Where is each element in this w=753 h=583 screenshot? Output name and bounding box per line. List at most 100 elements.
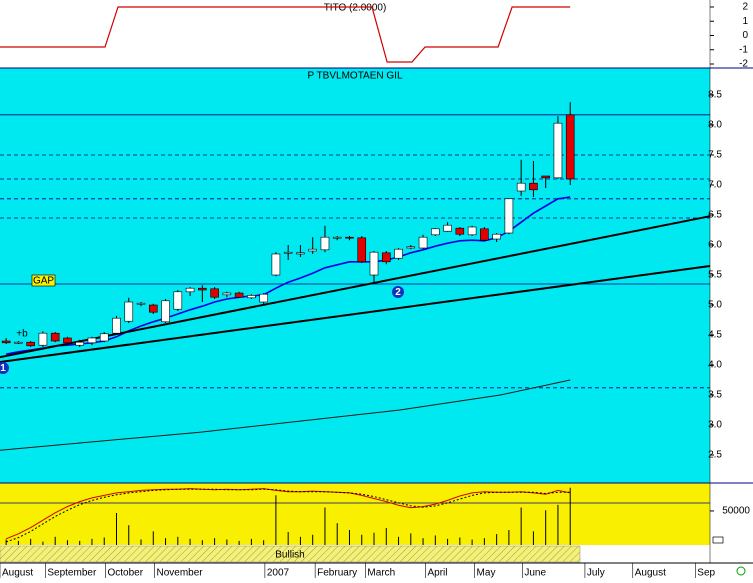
candle-body: [467, 226, 477, 236]
candle-body: [504, 198, 514, 234]
x-tick-label: August: [635, 568, 666, 578]
x-tick-label: September: [47, 568, 97, 578]
oscillator-line: [5, 488, 571, 540]
band-label: Bullish: [275, 550, 304, 561]
y-tick-label: 7.0: [708, 180, 722, 191]
volume-panel: [0, 483, 710, 545]
y-tick-label: 5.5: [708, 270, 722, 281]
candle-body: [553, 122, 563, 179]
y-tick-label: 3.0: [708, 420, 722, 431]
candle-body: [541, 175, 550, 179]
chart-title: P TBVLMOTAEN GIL: [307, 71, 402, 82]
candle-body: [210, 288, 219, 298]
y-tick-label: 6.5: [708, 210, 722, 221]
x-tick-label: March: [367, 568, 395, 578]
candle-body: [406, 246, 416, 249]
candle-body: [516, 182, 526, 192]
y-tick-label: -1: [739, 44, 748, 55]
y-tick-label: 6.0: [708, 240, 722, 251]
y-tick-label: 4.5: [708, 330, 722, 341]
candle-body: [443, 224, 452, 232]
x-tick-label: February: [317, 568, 357, 578]
x-tick-label: October: [107, 568, 143, 578]
candle-body: [161, 300, 170, 323]
candle-body: [1, 340, 11, 344]
candle-body: [112, 317, 121, 334]
status-icon: [736, 566, 746, 576]
oscillator-line: [5, 488, 571, 543]
y-tick-label: 0: [742, 30, 748, 41]
candle-body: [320, 236, 330, 251]
x-tick-label: November: [157, 568, 204, 578]
candle-body: [565, 114, 575, 180]
candle-body: [369, 251, 379, 276]
candle-body: [63, 337, 72, 344]
y-tick-label: 2.5: [708, 450, 722, 461]
scroll-icon[interactable]: [712, 536, 724, 544]
x-tick-label: July: [587, 568, 605, 578]
gap-box: [31, 274, 56, 287]
candle-body: [394, 248, 403, 259]
candle-body: [148, 304, 158, 313]
candle-body: [345, 236, 354, 239]
candle-body: [234, 292, 244, 298]
marker-circle: [392, 286, 404, 298]
indicator-line: [0, 6, 571, 63]
candle-body: [455, 227, 465, 235]
x-tick-label: June: [524, 568, 546, 578]
candle-body: [247, 295, 256, 299]
annotation: 1: [0, 363, 6, 374]
candle-body: [136, 302, 146, 305]
trend-line: [0, 379, 571, 451]
y-tick-label: 7.5: [708, 150, 722, 161]
price-panel: [0, 68, 710, 483]
marker-circle: [0, 362, 9, 374]
candle-body: [492, 233, 501, 240]
candle-body: [26, 341, 35, 347]
candle-body: [198, 287, 207, 291]
candle-body: [50, 332, 60, 342]
y-tick-label: 5.0: [708, 300, 722, 311]
candle-body: [222, 292, 232, 296]
y-tick-label: 8.5: [708, 90, 722, 101]
candle-body: [87, 337, 97, 344]
candle-body: [14, 341, 23, 344]
trend-line: [0, 265, 711, 363]
x-tick-label: May: [477, 568, 496, 578]
candle-body: [332, 236, 342, 239]
trend-line: [0, 215, 711, 359]
x-tick-label: 2007: [267, 568, 290, 578]
signal-band: [0, 545, 581, 563]
candle-body: [357, 237, 367, 263]
candle-body: [124, 301, 134, 322]
x-tick-label: April: [428, 568, 448, 578]
y-tick-label: 2: [742, 2, 748, 13]
y-tick-label: 8.0: [708, 120, 722, 131]
annotation: GAP: [33, 276, 54, 287]
moving-average: [5, 196, 571, 355]
candle-body: [259, 293, 268, 303]
x-tick-label: Sep: [697, 568, 715, 578]
y-tick-label: 4.0: [708, 360, 722, 371]
candle-body: [296, 252, 305, 255]
candle-body: [418, 236, 428, 249]
candle-body: [283, 251, 293, 254]
candle-body: [38, 332, 48, 346]
x-tick-label: August: [2, 568, 33, 578]
y-tick-label: 3.5: [708, 390, 722, 401]
annotation: +b: [16, 329, 28, 340]
y-tick-label: 1: [742, 16, 748, 27]
indicator-title: TITO (2.0000): [324, 3, 387, 14]
candle-body: [480, 228, 489, 241]
y-tick-label: 50000: [722, 506, 750, 517]
candle-body: [99, 333, 109, 342]
candle-body: [308, 248, 317, 252]
candle-body: [173, 291, 183, 310]
candle-body: [381, 252, 391, 263]
candle-body: [271, 253, 281, 276]
y-tick-label: -2: [739, 59, 748, 70]
candle-body: [185, 287, 195, 293]
annotation: 2: [395, 287, 401, 298]
